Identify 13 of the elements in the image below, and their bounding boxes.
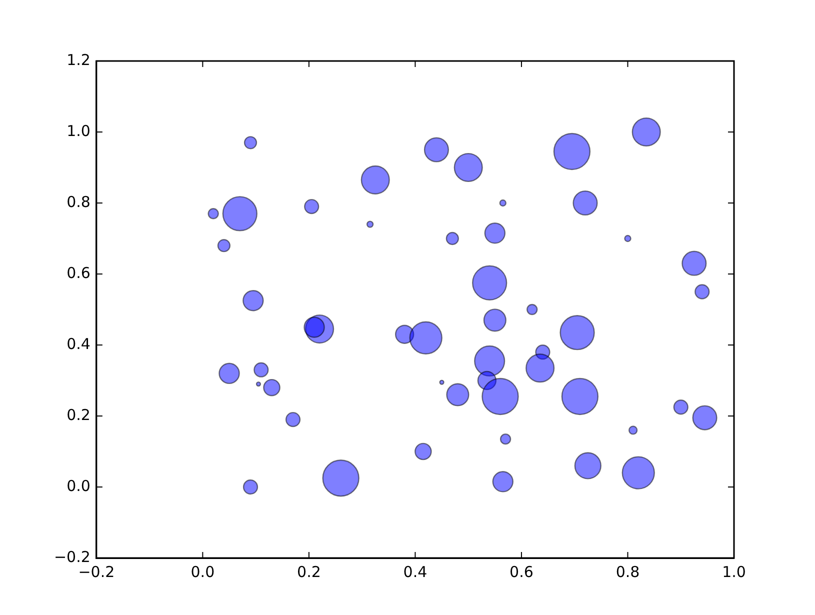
x-tick-label: 0.0 — [190, 562, 215, 581]
x-tick-label: 0.8 — [616, 562, 640, 581]
y-tick-label: 0.6 — [66, 264, 90, 282]
y-tick-label: 0.8 — [66, 192, 90, 211]
y-tick-label: 0.0 — [66, 476, 90, 495]
y-tick-label: 0.4 — [66, 334, 90, 353]
x-tick-label: 0.2 — [297, 562, 321, 581]
x-tick-label: 1.0 — [722, 562, 746, 581]
x-tick-label: 0.4 — [403, 562, 428, 581]
y-tick-label: 0.2 — [66, 406, 90, 424]
y-tick-label: 1.0 — [66, 122, 90, 140]
x-tick-label: 0.6 — [510, 562, 534, 581]
y-tick-label: 1.2 — [66, 50, 90, 69]
